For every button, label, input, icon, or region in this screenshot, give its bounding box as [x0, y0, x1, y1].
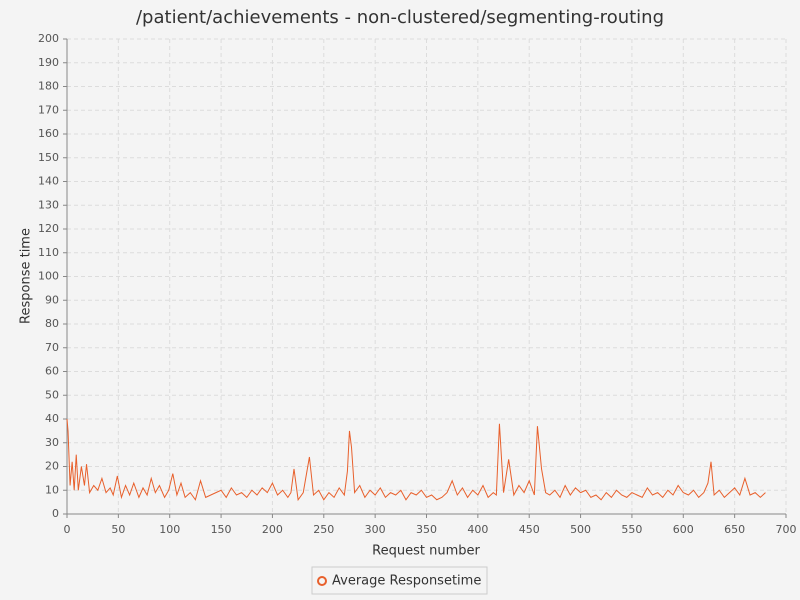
y-tick-label: 90 [45, 293, 59, 306]
x-tick-label: 250 [313, 523, 334, 536]
x-tick-label: 600 [673, 523, 694, 536]
y-tick-label: 140 [38, 175, 59, 188]
legend-marker [317, 576, 327, 586]
y-tick-label: 70 [45, 341, 59, 354]
y-tick-label: 50 [45, 388, 59, 401]
y-tick-label: 100 [38, 270, 59, 283]
x-tick-label: 100 [159, 523, 180, 536]
y-tick-label: 160 [38, 127, 59, 140]
x-tick-label: 50 [111, 523, 125, 536]
y-tick-label: 130 [38, 198, 59, 211]
y-tick-label: 110 [38, 246, 59, 259]
y-tick-label: 30 [45, 436, 59, 449]
x-tick-label: 350 [416, 523, 437, 536]
x-tick-label: 550 [621, 523, 642, 536]
y-tick-label: 180 [38, 80, 59, 93]
x-tick-label: 500 [570, 523, 591, 536]
x-tick-label: 700 [776, 523, 797, 536]
y-tick-label: 150 [38, 151, 59, 164]
y-tick-label: 120 [38, 222, 59, 235]
x-tick-label: 200 [262, 523, 283, 536]
x-tick-label: 450 [519, 523, 540, 536]
y-tick-label: 170 [38, 103, 59, 116]
y-tick-label: 40 [45, 412, 59, 425]
y-tick-label: 190 [38, 56, 59, 69]
x-axis-label: Request number [372, 544, 480, 559]
y-tick-label: 200 [38, 32, 59, 45]
y-tick-label: 0 [52, 507, 59, 520]
chart-title: /patient/achievements - non-clustered/se… [136, 7, 664, 28]
y-tick-label: 10 [45, 483, 59, 496]
y-tick-label: 60 [45, 365, 59, 378]
legend-label: Average Responsetime [332, 574, 481, 589]
series-line [66, 418, 766, 502]
y-tick-label: 20 [45, 460, 59, 473]
x-tick-label: 650 [724, 523, 745, 536]
x-tick-label: 150 [211, 523, 232, 536]
x-tick-label: 300 [365, 523, 386, 536]
y-tick-label: 80 [45, 317, 59, 330]
y-axis-label: Response time [19, 228, 34, 324]
x-tick-label: 0 [64, 523, 71, 536]
x-tick-label: 400 [467, 523, 488, 536]
legend [311, 566, 488, 595]
